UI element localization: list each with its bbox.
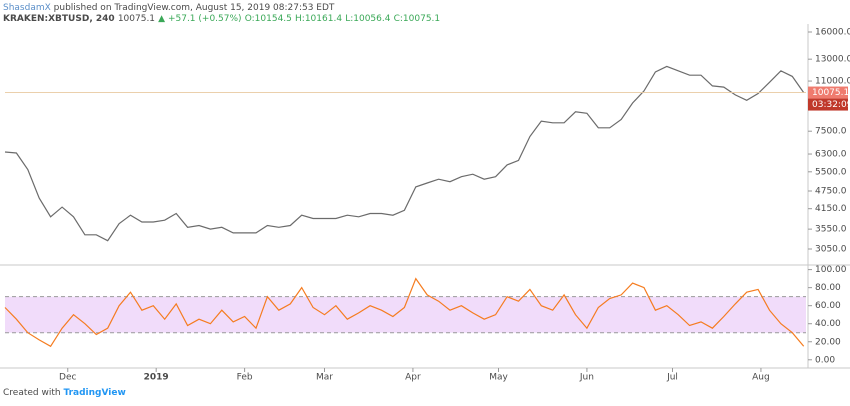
rsi-band xyxy=(5,296,806,333)
y-tick-label: 100.00 xyxy=(815,265,847,275)
x-tick-label: Mar xyxy=(316,373,333,383)
series-line xyxy=(4,65,805,242)
x-tick-label: Jun xyxy=(579,373,594,383)
y-tick-label: 5500.0 xyxy=(815,167,847,177)
last-price-label: 10075.1 xyxy=(812,88,849,98)
author: ShasdamX xyxy=(3,3,51,13)
last-price-box xyxy=(808,86,848,99)
y-tick-label: 4150.0 xyxy=(815,204,847,214)
y-tick-label: 13000.0 xyxy=(815,55,850,65)
y-tick-label: 0.00 xyxy=(815,355,835,365)
ohlc: C:10075.1 xyxy=(394,14,441,24)
footer-brand[interactable]: TradingView xyxy=(63,388,125,398)
x-tick-label: Feb xyxy=(237,373,253,383)
countdown-box xyxy=(808,98,848,111)
symbol: KRAKEN:XBTUSD, 240 xyxy=(3,14,115,24)
countdown-label: 03:32:09 xyxy=(812,100,850,110)
y-tick-label: 4750.0 xyxy=(815,187,847,197)
x-tick-label: May xyxy=(489,373,508,383)
ohlc: L:10056.4 xyxy=(345,14,391,24)
change: ▲ +57.1 (+0.57%) xyxy=(158,14,241,24)
footer: Created with TradingView xyxy=(3,388,126,398)
x-tick-label: Dec xyxy=(59,373,76,383)
y-tick-label: 40.00 xyxy=(815,319,841,329)
symbol-line: KRAKEN:XBTUSD, 240 10075.1 ▲ +57.1 (+0.5… xyxy=(3,14,440,24)
ohlc: O:10154.5 xyxy=(245,14,292,24)
price: 10075.1 xyxy=(118,14,155,24)
header-line: ShasdamX published on TradingView.com, A… xyxy=(3,3,335,13)
ohlc: H:10161.4 xyxy=(295,14,342,24)
y-tick-label: 60.00 xyxy=(815,301,841,311)
x-tick-label: Jul xyxy=(666,373,678,383)
y-tick-label: 3050.0 xyxy=(815,245,847,255)
y-tick-label: 16000.0 xyxy=(815,27,850,37)
series-line xyxy=(4,277,805,348)
published: published on TradingView.com, August 15,… xyxy=(54,3,335,13)
x-tick-label: 2019 xyxy=(144,373,169,383)
y-tick-label: 80.00 xyxy=(815,283,841,293)
y-tick-label: 11000.0 xyxy=(815,77,850,87)
y-tick-label: 6300.0 xyxy=(815,150,847,160)
x-tick-label: Aug xyxy=(752,373,770,383)
y-tick-label: 20.00 xyxy=(815,337,841,347)
footer-text: Created with xyxy=(3,388,61,398)
x-tick-label: Apr xyxy=(405,373,421,383)
y-tick-label: 7500.0 xyxy=(815,127,847,137)
y-tick-label: 3550.0 xyxy=(815,225,847,235)
